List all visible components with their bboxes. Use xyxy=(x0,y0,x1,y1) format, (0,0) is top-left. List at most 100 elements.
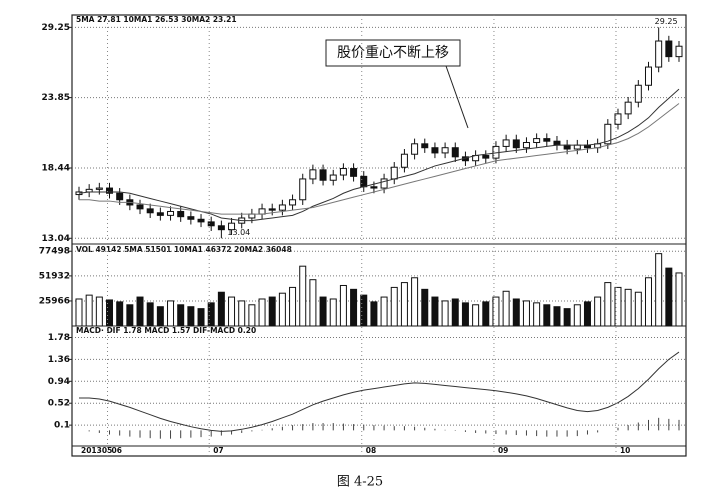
candle-body xyxy=(665,40,673,58)
y-tick-label: 1.36 xyxy=(48,355,70,365)
caption: 图 4-25 xyxy=(337,475,383,490)
volume-bar xyxy=(533,302,541,327)
low-label: 13.04 xyxy=(227,228,250,237)
volume-bar xyxy=(350,288,358,327)
volume-bar xyxy=(492,296,500,327)
volume-bar xyxy=(258,298,266,327)
volume-bar xyxy=(553,306,561,327)
candle-body xyxy=(329,174,337,181)
volume-bar xyxy=(268,296,276,327)
macd-header: MACD· DIF 1.78 MACD 1.57 DIF-MACD 0.20 xyxy=(76,326,256,335)
volume-bar xyxy=(380,296,388,327)
volume-bar xyxy=(421,288,429,327)
volume-bar xyxy=(319,296,327,327)
candle-body xyxy=(400,153,408,168)
volume-bar xyxy=(543,304,551,327)
volume-bar xyxy=(370,301,378,327)
candle-body xyxy=(421,143,429,149)
volume-bar xyxy=(339,284,347,327)
candle-body xyxy=(634,84,642,103)
volume-bar xyxy=(441,300,449,327)
candle-body xyxy=(268,208,276,211)
volume-bar xyxy=(634,291,642,327)
volume-bar xyxy=(136,296,144,327)
candle-body xyxy=(258,208,266,215)
volume-bar xyxy=(278,292,286,327)
candle-body xyxy=(187,216,195,220)
x-tick-label: 09 xyxy=(498,446,508,455)
candle-body xyxy=(644,66,652,86)
candle-body xyxy=(309,169,317,180)
candle-body xyxy=(217,225,225,231)
x-tick-label: 201305 xyxy=(81,446,112,455)
ma-line xyxy=(79,103,680,215)
candle-body xyxy=(390,166,398,180)
annotation-arrow xyxy=(445,65,469,129)
x-tick-label: 07 xyxy=(213,446,223,455)
volume-bar xyxy=(95,296,103,327)
volume-bar xyxy=(451,298,459,327)
x-tick-label: 10 xyxy=(620,446,630,455)
volume-bar xyxy=(655,253,663,327)
y-tick-label: 29.25 xyxy=(42,23,70,33)
candle-body xyxy=(675,45,683,58)
candle-body xyxy=(299,178,307,201)
volume-bar xyxy=(217,291,225,327)
y-tick-label: 0.1 xyxy=(54,421,70,431)
candle-body xyxy=(177,210,185,218)
volume-bar xyxy=(207,302,215,327)
volume-bar xyxy=(106,299,114,327)
annotation: 股价重心不断上移 xyxy=(337,45,449,61)
candle-body xyxy=(431,147,439,154)
volume-bar xyxy=(482,301,490,327)
candle-body xyxy=(380,178,388,189)
candle-body xyxy=(533,138,541,144)
candle-body xyxy=(248,213,256,219)
candle-body xyxy=(350,168,358,177)
price-header: 5MA 27.81 10MA1 26.53 30MA2 23.21 xyxy=(76,15,237,24)
y-tick-label: 51932 xyxy=(39,271,70,281)
y-tick-label: 0.94 xyxy=(48,377,70,387)
candle-body xyxy=(319,169,327,181)
candle-body xyxy=(441,147,449,154)
volume-bar xyxy=(75,298,83,327)
volume-bar xyxy=(228,296,236,327)
candle-body xyxy=(360,175,368,188)
volume-bar xyxy=(472,304,480,327)
volume-bar xyxy=(604,282,612,327)
candle-body xyxy=(482,155,490,159)
candle-body xyxy=(502,139,510,147)
y-tick-label: 13.04 xyxy=(42,234,70,244)
candle-body xyxy=(553,140,561,146)
volume-bar xyxy=(563,308,571,327)
volume-bar xyxy=(167,300,175,327)
y-tick-label: 25966 xyxy=(39,296,70,306)
candle-body xyxy=(604,123,612,145)
candle-body xyxy=(614,113,622,125)
high-label: 29.25 xyxy=(655,17,678,26)
candle-body xyxy=(156,212,164,216)
volume-bar xyxy=(197,308,205,327)
candle-body xyxy=(146,208,154,214)
candle-body xyxy=(451,147,459,158)
candle-body xyxy=(655,40,663,68)
volume-bar xyxy=(329,298,337,327)
volume-bar xyxy=(309,279,317,327)
candle-body xyxy=(228,222,236,231)
annotation-box xyxy=(325,39,461,67)
candle-body xyxy=(624,101,632,115)
volume-bar xyxy=(522,300,530,327)
volume-bar xyxy=(126,304,134,327)
candle-body xyxy=(543,138,551,142)
candle-body xyxy=(522,142,530,149)
volume-bar xyxy=(573,304,581,327)
x-tick-label: 06 xyxy=(112,446,122,455)
candle-body xyxy=(106,187,114,194)
y-tick-label: 77498 xyxy=(39,247,70,257)
volume-bar xyxy=(431,296,439,327)
candle-body xyxy=(278,204,286,211)
volume-bar xyxy=(116,301,124,327)
candle-body xyxy=(339,168,347,176)
volume-bar xyxy=(146,302,154,327)
